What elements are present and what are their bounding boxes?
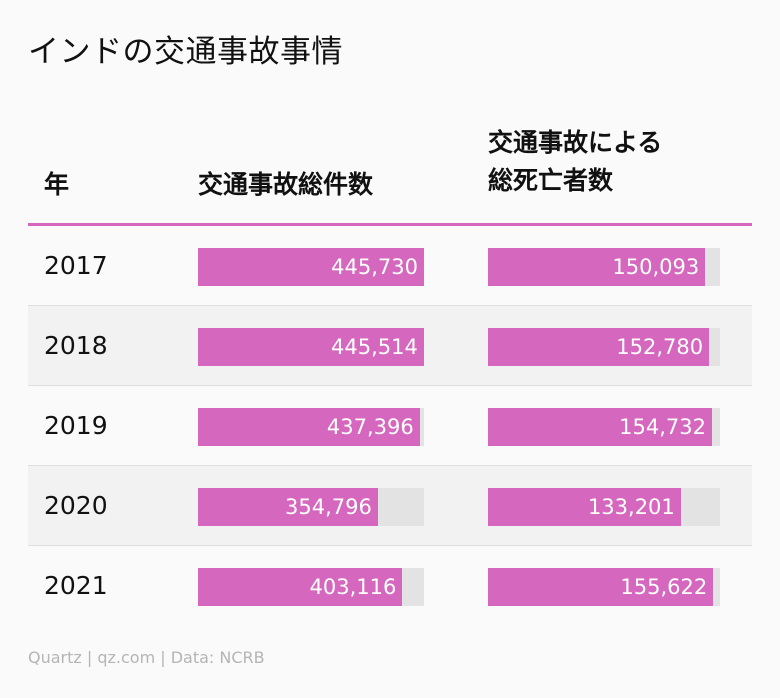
header-divider: [28, 223, 752, 226]
accidents-bar-track: 403,116: [198, 568, 424, 606]
table-row: 2020 354,796 133,201: [28, 466, 752, 546]
accidents-bar: [198, 488, 378, 526]
column-header-year: 年: [44, 170, 70, 199]
row-year: 2020: [44, 491, 108, 520]
deaths-bar: [488, 488, 681, 526]
deaths-bar-track: 152,780: [488, 328, 720, 366]
accidents-bar: [198, 568, 403, 606]
deaths-bar-track: 150,093: [488, 248, 720, 286]
accidents-bar: [198, 248, 424, 286]
accidents-bar-track: 437,396: [198, 408, 424, 446]
accidents-value-label: 445,514: [331, 335, 418, 359]
chart-title: インドの交通事故事情: [28, 34, 343, 70]
deaths-value-label: 150,093: [612, 255, 700, 279]
deaths-bar-track: 155,622: [488, 568, 720, 606]
accidents-value-label: 354,796: [285, 495, 372, 519]
deaths-bar-track: 154,732: [488, 408, 720, 446]
row-year: 2018: [44, 331, 108, 360]
accidents-bar: [198, 328, 424, 366]
row-year: 2017: [44, 251, 108, 280]
deaths-bar: [488, 408, 712, 446]
deaths-bar: [488, 248, 706, 286]
deaths-value-label: 154,732: [619, 415, 706, 439]
accidents-bar-track: 445,730: [198, 248, 424, 286]
deaths-bar-track: 133,201: [488, 488, 720, 526]
accidents-bar-track: 445,514: [198, 328, 424, 366]
data-table: 2017 445,730 150,093 2018 445,514 152,780 2019…: [28, 226, 752, 626]
table-row: 2018 445,514 152,780: [28, 306, 752, 386]
deaths-value-label: 133,201: [587, 495, 675, 519]
deaths-value-label: 152,780: [616, 335, 704, 359]
accidents-bar-track: 354,796: [198, 488, 424, 526]
deaths-bar: [488, 568, 714, 606]
row-year: 2021: [44, 571, 108, 600]
table-row: 2021 403,116 155,622: [28, 546, 752, 626]
row-year: 2019: [44, 411, 108, 440]
source-credit: Quartz | qz.com | Data: NCRB: [28, 648, 265, 667]
accidents-value-label: 445,730: [331, 255, 418, 279]
accidents-bar: [198, 408, 420, 446]
accidents-value-label: 437,396: [326, 415, 414, 439]
table-row: 2019 437,396 154,732: [28, 386, 752, 466]
table-row: 2017 445,730 150,093: [28, 226, 752, 306]
column-header-accidents: 交通事故総件数: [198, 170, 374, 199]
column-header-deaths: 交通事故による 総死亡者数: [488, 128, 663, 195]
deaths-value-label: 155,622: [620, 575, 708, 599]
deaths-bar: [488, 328, 710, 366]
accidents-value-label: 403,116: [309, 575, 397, 599]
